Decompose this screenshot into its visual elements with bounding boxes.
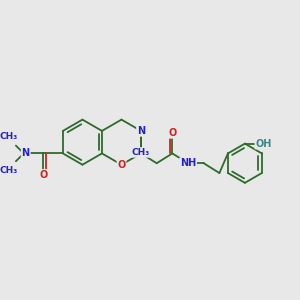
Text: OH: OH	[255, 139, 272, 148]
Text: O: O	[39, 170, 47, 180]
Text: N: N	[137, 126, 145, 136]
Text: CH₃: CH₃	[0, 166, 18, 175]
Text: N: N	[22, 148, 30, 158]
Text: CH₃: CH₃	[0, 132, 18, 141]
Text: O: O	[117, 160, 126, 170]
Text: O: O	[168, 128, 176, 138]
Text: NH: NH	[180, 158, 196, 168]
Text: CH₃: CH₃	[132, 148, 150, 157]
